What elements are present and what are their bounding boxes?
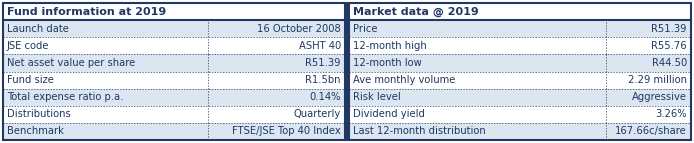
Text: R55.76: R55.76	[652, 41, 687, 51]
Bar	[349, 3, 691, 140]
Bar	[349, 106, 691, 123]
Bar	[349, 20, 691, 37]
Bar	[349, 3, 691, 20]
Bar	[3, 20, 345, 37]
Bar	[349, 54, 691, 72]
Text: 0.14%: 0.14%	[310, 92, 341, 102]
Text: 16 October 2008: 16 October 2008	[257, 24, 341, 34]
Bar	[3, 3, 345, 140]
Text: 3.26%: 3.26%	[655, 109, 687, 119]
Bar	[349, 123, 691, 140]
Text: R51.39: R51.39	[305, 58, 341, 68]
Text: 2.29 million: 2.29 million	[628, 75, 687, 85]
Text: Benchmark: Benchmark	[7, 126, 64, 136]
Text: Price: Price	[353, 24, 378, 34]
Text: Dividend yield: Dividend yield	[353, 109, 425, 119]
Text: Market data @ 2019: Market data @ 2019	[353, 6, 479, 17]
Text: JSE code: JSE code	[7, 41, 49, 51]
Text: Risk level: Risk level	[353, 92, 401, 102]
Bar	[349, 72, 691, 89]
Bar	[3, 37, 345, 54]
Text: Distributions: Distributions	[7, 109, 71, 119]
Bar	[3, 106, 345, 123]
Text: R51.39: R51.39	[652, 24, 687, 34]
Bar	[3, 54, 345, 72]
Text: Last 12-month distribution: Last 12-month distribution	[353, 126, 486, 136]
Text: 12-month high: 12-month high	[353, 41, 427, 51]
Text: Fund size: Fund size	[7, 75, 54, 85]
Text: Quarterly: Quarterly	[294, 109, 341, 119]
Text: Aggressive: Aggressive	[632, 92, 687, 102]
Bar	[349, 89, 691, 106]
Text: Net asset value per share: Net asset value per share	[7, 58, 135, 68]
Text: R1.5bn: R1.5bn	[305, 75, 341, 85]
Text: 167.66c/share: 167.66c/share	[616, 126, 687, 136]
Bar	[3, 89, 345, 106]
Text: Total expense ratio p.a.: Total expense ratio p.a.	[7, 92, 124, 102]
Text: R44.50: R44.50	[652, 58, 687, 68]
Text: 12-month low: 12-month low	[353, 58, 422, 68]
Bar	[3, 3, 345, 20]
Text: Fund information at 2019: Fund information at 2019	[7, 7, 167, 17]
Text: ASHT 40: ASHT 40	[298, 41, 341, 51]
Text: Launch date: Launch date	[7, 24, 69, 34]
Bar	[3, 123, 345, 140]
Text: Ave monthly volume: Ave monthly volume	[353, 75, 455, 85]
Bar	[349, 37, 691, 54]
Bar	[3, 72, 345, 89]
Text: FTSE/JSE Top 40 Index: FTSE/JSE Top 40 Index	[232, 126, 341, 136]
